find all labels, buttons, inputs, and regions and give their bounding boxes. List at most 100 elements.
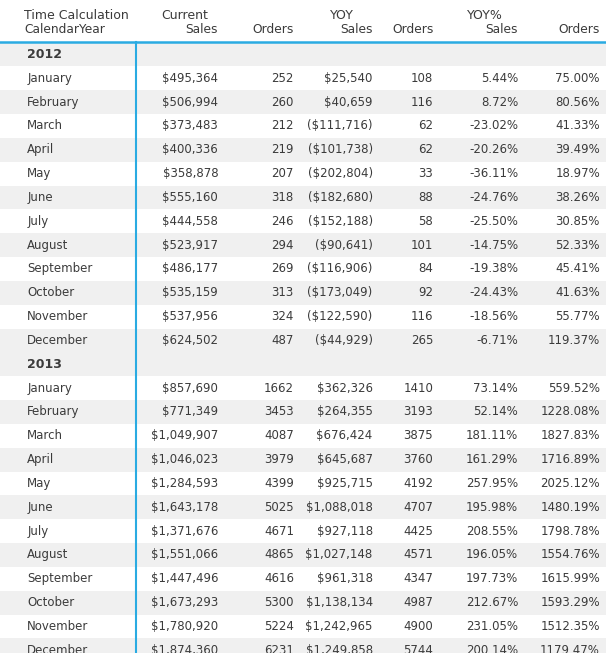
Text: 4399: 4399 (264, 477, 294, 490)
Text: $358,878: $358,878 (162, 167, 218, 180)
Bar (0, 6, 606, 30)
Text: -24.76%: -24.76% (469, 191, 518, 204)
Text: 30.85%: 30.85% (556, 215, 600, 228)
Text: 5744: 5744 (404, 644, 433, 653)
Text: ($182,680): ($182,680) (308, 191, 373, 204)
Text: 1554.76%: 1554.76% (541, 549, 600, 562)
Text: 3760: 3760 (404, 453, 433, 466)
Text: Orders: Orders (392, 23, 433, 36)
Text: 18.97%: 18.97% (555, 167, 600, 180)
Text: 257.95%: 257.95% (466, 477, 518, 490)
Bar (0, 210, 606, 233)
Text: $1,551,066: $1,551,066 (151, 549, 218, 562)
Text: 1410: 1410 (404, 381, 433, 394)
Text: $1,046,023: $1,046,023 (151, 453, 218, 466)
Text: 487: 487 (271, 334, 294, 347)
Text: 4987: 4987 (404, 596, 433, 609)
Bar (0, 376, 606, 400)
Text: $537,956: $537,956 (162, 310, 218, 323)
Text: 1827.83%: 1827.83% (541, 429, 600, 442)
Text: 8.72%: 8.72% (481, 95, 518, 108)
Text: 197.73%: 197.73% (466, 572, 518, 585)
Text: $495,364: $495,364 (162, 72, 218, 85)
Text: 4571: 4571 (404, 549, 433, 562)
Text: $1,874,360: $1,874,360 (151, 644, 218, 653)
Bar (0, 20, 606, 44)
Bar (0, 471, 606, 496)
Text: $523,917: $523,917 (162, 238, 218, 251)
Text: 39.49%: 39.49% (555, 143, 600, 156)
Bar (0, 138, 606, 162)
Text: $444,558: $444,558 (162, 215, 218, 228)
Text: 5.44%: 5.44% (481, 72, 518, 85)
Text: 2012: 2012 (27, 48, 62, 61)
Bar (0, 353, 606, 376)
Text: YOY: YOY (330, 9, 355, 22)
Text: $486,177: $486,177 (162, 263, 218, 276)
Text: $1,249,858: $1,249,858 (305, 644, 373, 653)
Text: ($152,188): ($152,188) (308, 215, 373, 228)
Text: 212: 212 (271, 119, 294, 133)
Text: 2025.12%: 2025.12% (541, 477, 600, 490)
Text: $362,326: $362,326 (317, 381, 373, 394)
Text: 1716.89%: 1716.89% (540, 453, 600, 466)
Text: 38.26%: 38.26% (555, 191, 600, 204)
Text: -36.11%: -36.11% (469, 167, 518, 180)
Text: $1,088,018: $1,088,018 (306, 501, 373, 514)
Text: 4900: 4900 (404, 620, 433, 633)
Text: 41.33%: 41.33% (555, 119, 600, 133)
Text: 108: 108 (411, 72, 433, 85)
Text: 324: 324 (271, 310, 294, 323)
Bar (0, 328, 606, 353)
Text: 1615.99%: 1615.99% (540, 572, 600, 585)
Text: $40,659: $40,659 (324, 95, 373, 108)
Text: $961,318: $961,318 (317, 572, 373, 585)
Text: 4671: 4671 (264, 524, 294, 537)
Text: 119.37%: 119.37% (548, 334, 600, 347)
Bar (0, 114, 606, 138)
Text: November: November (27, 310, 88, 323)
Text: 88: 88 (419, 191, 433, 204)
Text: $645,687: $645,687 (317, 453, 373, 466)
Text: $1,138,134: $1,138,134 (305, 596, 373, 609)
Text: 252: 252 (271, 72, 294, 85)
Text: September: September (27, 572, 93, 585)
Text: 1512.35%: 1512.35% (541, 620, 600, 633)
Text: November: November (27, 620, 88, 633)
Text: 231.05%: 231.05% (466, 620, 518, 633)
Text: $264,355: $264,355 (317, 406, 373, 419)
Text: -19.38%: -19.38% (469, 263, 518, 276)
Text: 260: 260 (271, 95, 294, 108)
Text: -6.71%: -6.71% (476, 334, 518, 347)
Bar (0, 185, 606, 210)
Text: $1,027,148: $1,027,148 (305, 549, 373, 562)
Text: 207: 207 (271, 167, 294, 180)
Text: -18.56%: -18.56% (469, 310, 518, 323)
Text: 269: 269 (271, 263, 294, 276)
Text: ($173,049): ($173,049) (307, 286, 373, 299)
Text: 4192: 4192 (403, 477, 433, 490)
Text: 4865: 4865 (264, 549, 294, 562)
Text: 161.29%: 161.29% (466, 453, 518, 466)
Text: 62: 62 (418, 143, 433, 156)
Text: May: May (27, 167, 52, 180)
Text: -20.26%: -20.26% (469, 143, 518, 156)
Text: 5224: 5224 (264, 620, 294, 633)
Text: ($116,906): ($116,906) (307, 263, 373, 276)
Text: -14.75%: -14.75% (469, 238, 518, 251)
Text: 1593.29%: 1593.29% (541, 596, 600, 609)
Text: 1798.78%: 1798.78% (541, 524, 600, 537)
Bar (0, 305, 606, 328)
Bar (0, 639, 606, 653)
Text: Sales: Sales (185, 23, 218, 36)
Bar (0, 448, 606, 471)
Text: 559.52%: 559.52% (548, 381, 600, 394)
Text: ($111,716): ($111,716) (307, 119, 373, 133)
Text: 52.14%: 52.14% (473, 406, 518, 419)
Text: $400,336: $400,336 (162, 143, 218, 156)
Text: February: February (27, 95, 80, 108)
Text: March: March (27, 119, 63, 133)
Bar (0, 519, 606, 543)
Text: ($101,738): ($101,738) (308, 143, 373, 156)
Bar (0, 614, 606, 639)
